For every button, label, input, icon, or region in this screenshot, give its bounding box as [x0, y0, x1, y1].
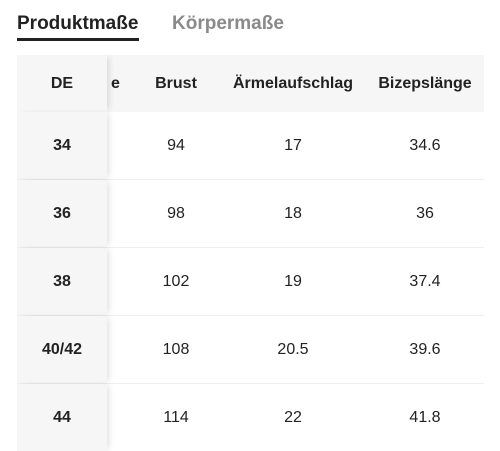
cell-aermelaufschlag: 17 — [284, 136, 302, 154]
cell-brust: 94 — [167, 136, 185, 154]
header-bizepslaenge: Bizepslänge — [378, 74, 472, 92]
table-row: 40/42 108 20.5 39.6 — [17, 316, 484, 384]
cell-bizepslaenge: 36 — [416, 204, 434, 222]
header-de: DE — [17, 55, 107, 112]
cell-bizepslaenge: 39.6 — [409, 340, 441, 358]
cell-aermelaufschlag: 22 — [284, 408, 302, 426]
cell-de: 38 — [17, 248, 107, 315]
size-table[interactable]: DE e Brust Ärmelaufschlag Bizepslänge 34… — [17, 55, 484, 451]
cell-bizepslaenge: 34.6 — [409, 136, 441, 154]
cell-bizepslaenge: 37.4 — [409, 272, 441, 290]
cell-aermelaufschlag: 18 — [284, 204, 302, 222]
cell-de: 40/42 — [17, 316, 107, 383]
tab-body-measurements[interactable]: Körpermaße — [172, 13, 284, 34]
header-brust: Brust — [155, 74, 197, 92]
header-scrolled-column: e — [111, 74, 120, 92]
table-row: 44 114 22 41.8 — [17, 384, 484, 451]
cell-brust: 108 — [162, 340, 190, 358]
table-row: 36 98 18 36 — [17, 180, 484, 248]
cell-de: 36 — [17, 180, 107, 247]
table-row: 38 102 19 37.4 — [17, 248, 484, 316]
active-tab-indicator — [17, 38, 139, 41]
cell-aermelaufschlag: 19 — [284, 272, 302, 290]
header-aermelaufschlag: Ärmelaufschlag — [232, 74, 354, 92]
cell-de: 34 — [17, 112, 107, 179]
cell-brust: 102 — [162, 272, 190, 290]
tab-product-measurements[interactable]: Produktmaße — [17, 13, 139, 34]
cell-bizepslaenge: 41.8 — [409, 408, 441, 426]
table-header-row: DE e Brust Ärmelaufschlag Bizepslänge — [17, 55, 484, 112]
measurement-tabs: Produktmaße Körpermaße — [0, 0, 500, 48]
cell-aermelaufschlag: 20.5 — [277, 340, 309, 358]
cell-brust: 98 — [167, 204, 185, 222]
cell-brust: 114 — [163, 408, 189, 426]
cell-de: 44 — [17, 384, 107, 451]
table-row: 34 94 17 34.6 — [17, 112, 484, 180]
